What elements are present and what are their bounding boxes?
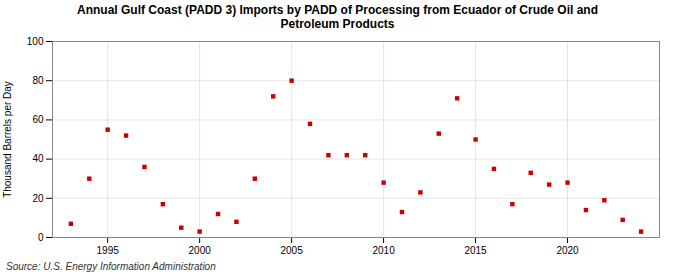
html-text:Annual Gulf Coast (PADD 3) Imp: Annual Gulf Coast (PADD 3) Imports by PA… bbox=[77, 3, 598, 31]
svg-text:Thousand Barrels per Day: Thousand Barrels per Day bbox=[2, 81, 13, 198]
svg-text:2005: 2005 bbox=[280, 245, 303, 256]
svg-text:60: 60 bbox=[32, 114, 44, 125]
svg-text:2010: 2010 bbox=[372, 245, 395, 256]
svg-text:1995: 1995 bbox=[97, 245, 120, 256]
svg-text:20: 20 bbox=[32, 193, 44, 204]
svg-text:0: 0 bbox=[38, 232, 44, 243]
svg-text:100: 100 bbox=[27, 36, 44, 47]
html-text:Source: U.S. Energy Informatio: Source: U.S. Energy Information Administ… bbox=[6, 261, 216, 272]
svg-text:2000: 2000 bbox=[189, 245, 212, 256]
svg-text:2020: 2020 bbox=[556, 245, 579, 256]
svg-text:2015: 2015 bbox=[464, 245, 487, 256]
svg-text:80: 80 bbox=[32, 75, 44, 86]
svg-text:40: 40 bbox=[32, 153, 44, 164]
